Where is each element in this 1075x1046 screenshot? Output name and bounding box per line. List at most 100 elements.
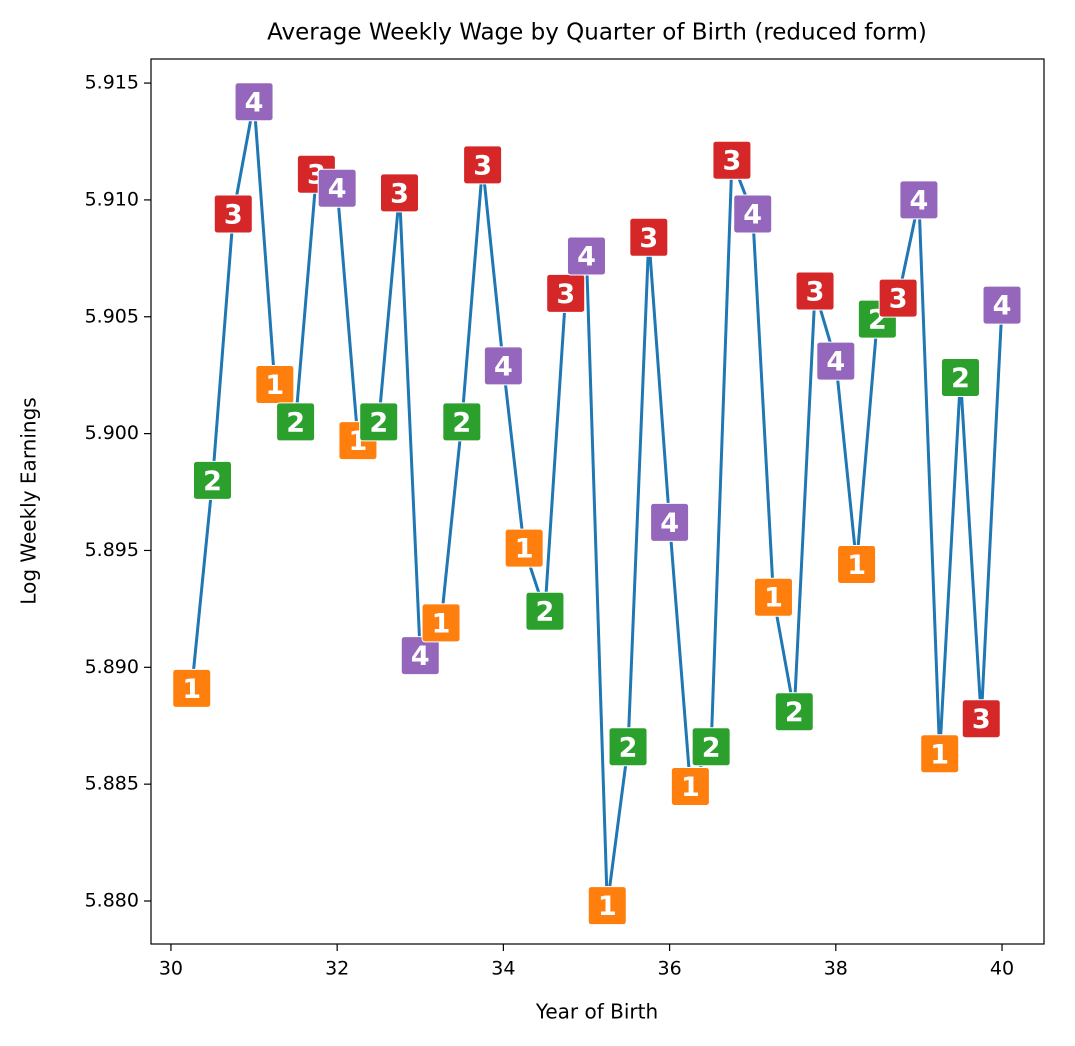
marker-box bbox=[483, 346, 523, 386]
marker-label: 1 bbox=[764, 583, 783, 614]
marker-box bbox=[504, 528, 544, 568]
point-marker: 3 bbox=[795, 271, 835, 311]
marker-label: 4 bbox=[743, 199, 762, 230]
marker-label: 4 bbox=[411, 641, 430, 672]
marker-box bbox=[650, 502, 690, 542]
marker-label: 3 bbox=[639, 223, 658, 254]
point-marker: 1 bbox=[753, 577, 793, 617]
marker-box bbox=[816, 341, 856, 381]
y-tick-label: 5.915 bbox=[85, 72, 139, 94]
point-marker: 1 bbox=[670, 766, 710, 806]
point-marker: 2 bbox=[691, 727, 731, 767]
marker-label: 2 bbox=[452, 407, 471, 438]
marker-box bbox=[608, 727, 648, 767]
marker-box bbox=[379, 173, 419, 213]
marker-box bbox=[525, 591, 565, 631]
point-marker: 2 bbox=[774, 692, 814, 732]
y-axis-label: Log Weekly Earnings bbox=[17, 397, 41, 604]
point-marker: 4 bbox=[400, 636, 440, 676]
point-marker: 4 bbox=[317, 168, 357, 208]
marker-box bbox=[400, 636, 440, 676]
marker-box bbox=[213, 194, 253, 234]
marker-box bbox=[442, 402, 482, 442]
data-line bbox=[190, 101, 1004, 906]
point-marker: 3 bbox=[878, 278, 918, 318]
plot-frame bbox=[150, 58, 1045, 945]
marker-label: 3 bbox=[556, 279, 575, 310]
x-tick-label: 30 bbox=[159, 958, 183, 980]
marker-label: 4 bbox=[660, 508, 679, 539]
marker-box bbox=[670, 766, 710, 806]
marker-box bbox=[712, 140, 752, 180]
marker-box bbox=[920, 734, 960, 774]
marker-label: 2 bbox=[286, 407, 305, 438]
point-marker: 1 bbox=[837, 544, 877, 584]
point-marker: 3 bbox=[629, 217, 669, 257]
marker-label: 4 bbox=[245, 87, 264, 118]
marker-label: 1 bbox=[598, 891, 617, 922]
marker-box bbox=[961, 699, 1001, 739]
marker-label: 2 bbox=[536, 597, 555, 628]
y-tick-label: 5.905 bbox=[85, 305, 139, 327]
point-marker: 4 bbox=[650, 502, 690, 542]
marker-box bbox=[940, 358, 980, 398]
marker-label: 1 bbox=[681, 772, 700, 803]
point-marker: 3 bbox=[463, 145, 503, 185]
marker-box bbox=[899, 180, 939, 220]
marker-label: 1 bbox=[847, 550, 866, 581]
marker-label: 3 bbox=[889, 284, 908, 315]
marker-label: 3 bbox=[972, 704, 991, 735]
marker-box bbox=[753, 577, 793, 617]
point-marker: 1 bbox=[504, 528, 544, 568]
point-marker: 1 bbox=[421, 603, 461, 643]
marker-label: 1 bbox=[515, 534, 534, 565]
marker-box bbox=[255, 365, 295, 405]
marker-box bbox=[546, 273, 586, 313]
marker-box bbox=[317, 168, 357, 208]
point-marker: 3 bbox=[546, 273, 586, 313]
marker-label: 3 bbox=[390, 178, 409, 209]
marker-box bbox=[837, 544, 877, 584]
marker-box bbox=[691, 727, 731, 767]
marker-label: 2 bbox=[369, 407, 388, 438]
marker-box bbox=[359, 402, 399, 442]
x-tick-label: 34 bbox=[491, 958, 515, 980]
point-marker: 4 bbox=[899, 180, 939, 220]
y-tick-label: 5.895 bbox=[85, 539, 139, 561]
marker-box bbox=[566, 236, 606, 276]
marker-label: 3 bbox=[806, 277, 825, 308]
point-marker: 3 bbox=[379, 173, 419, 213]
point-marker: 2 bbox=[608, 727, 648, 767]
y-tick-label: 5.885 bbox=[85, 773, 139, 795]
marker-label: 2 bbox=[702, 732, 721, 763]
point-marker: 4 bbox=[816, 341, 856, 381]
marker-label: 4 bbox=[826, 347, 845, 378]
point-marker: 1 bbox=[172, 668, 212, 708]
marker-label: 1 bbox=[265, 370, 284, 401]
marker-box bbox=[172, 668, 212, 708]
marker-label: 2 bbox=[951, 363, 970, 394]
y-tick-label: 5.910 bbox=[85, 188, 139, 210]
point-marker: 1 bbox=[587, 886, 627, 926]
marker-label: 4 bbox=[494, 351, 513, 382]
point-marker: 2 bbox=[940, 358, 980, 398]
y-tick-label: 5.900 bbox=[85, 422, 139, 444]
marker-label: 2 bbox=[203, 466, 222, 497]
marker-box bbox=[587, 886, 627, 926]
marker-label: 3 bbox=[224, 199, 243, 230]
point-marker: 4 bbox=[483, 346, 523, 386]
point-marker: 2 bbox=[276, 402, 316, 442]
marker-box bbox=[774, 692, 814, 732]
point-marker: 2 bbox=[193, 460, 233, 500]
marker-label: 1 bbox=[930, 739, 949, 770]
marker-box bbox=[982, 285, 1022, 325]
point-marker: 1 bbox=[255, 365, 295, 405]
x-tick-label: 36 bbox=[658, 958, 682, 980]
marker-box bbox=[733, 194, 773, 234]
point-marker: 2 bbox=[442, 402, 482, 442]
marker-label: 4 bbox=[577, 242, 596, 273]
point-marker: 1 bbox=[920, 734, 960, 774]
marker-box bbox=[795, 271, 835, 311]
point-marker: 3 bbox=[712, 140, 752, 180]
marker-box bbox=[421, 603, 461, 643]
